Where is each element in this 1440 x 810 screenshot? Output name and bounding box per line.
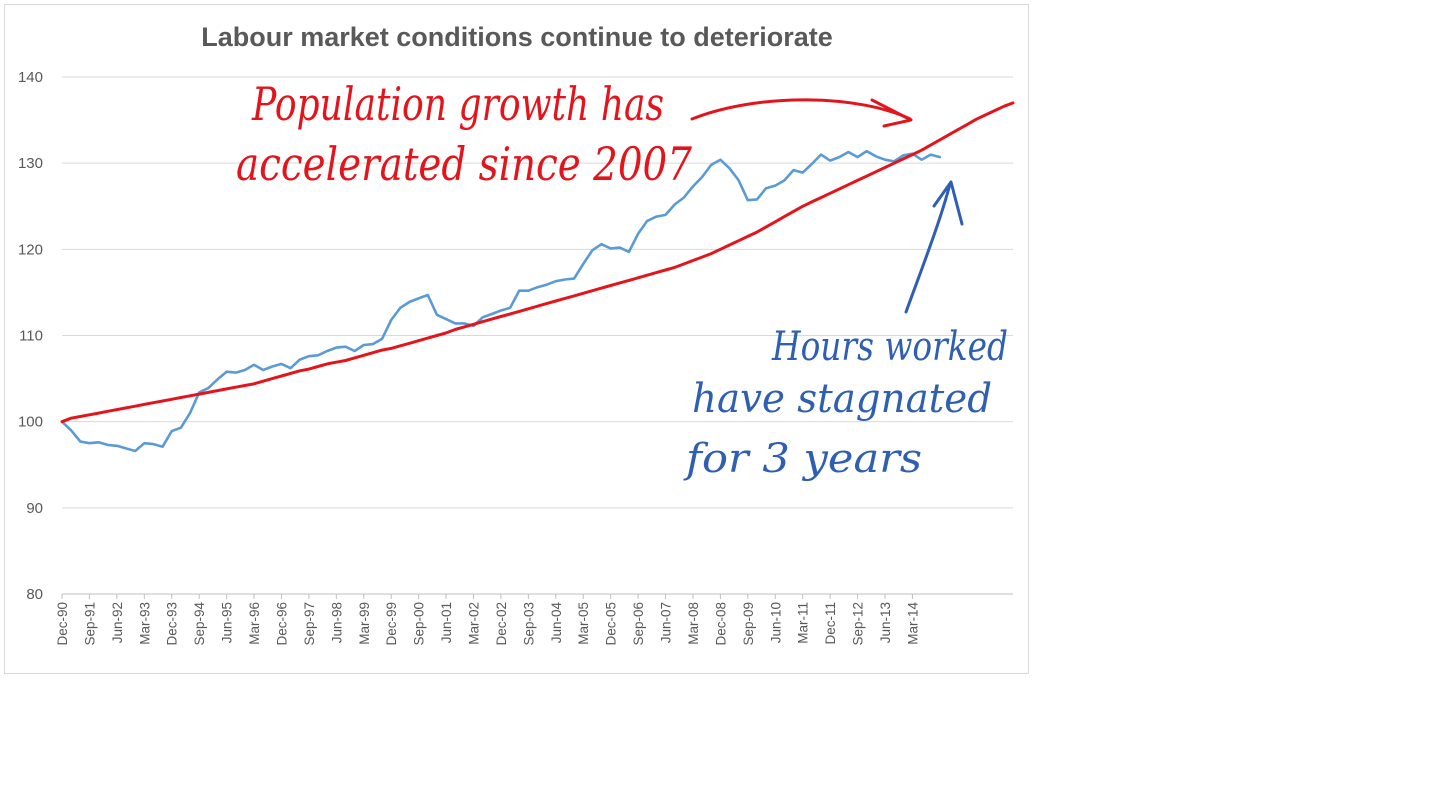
x-tick-label: Sep-97 <box>302 602 317 646</box>
x-tick-label: Jun-13 <box>878 602 893 643</box>
x-tick-label: Sep-12 <box>851 602 866 646</box>
x-tick-label: Dec-96 <box>274 602 289 646</box>
x-tick-label: Mar-02 <box>466 602 481 645</box>
x-tick-label: Dec-93 <box>165 602 180 646</box>
x-tick-label: Jun-92 <box>110 602 125 643</box>
hours-arrowhead-icon <box>932 180 964 226</box>
x-tick-label: Mar-99 <box>357 602 372 645</box>
x-tick-label: Mar-96 <box>247 602 262 645</box>
population-note-line1: Population growth has <box>251 77 664 131</box>
y-tick-label: 100 <box>18 414 43 431</box>
hours-note-line2: have stagnated <box>692 376 992 422</box>
population-note-line2: accelerated since 2007 <box>236 137 693 191</box>
y-tick-label: 140 <box>18 69 43 86</box>
x-tick-label: Sep-00 <box>412 602 427 646</box>
x-tick-label: Mar-93 <box>137 602 152 645</box>
hours-worked-series-line <box>60 149 942 453</box>
chart-title: Labour market conditions continue to det… <box>201 22 833 52</box>
population-series-line <box>60 101 1015 424</box>
x-tick-label: Jun-10 <box>768 602 783 643</box>
hours-arrow-icon <box>904 182 952 314</box>
x-tick-label: Dec-99 <box>384 602 399 646</box>
series-lines <box>60 101 1015 453</box>
y-axis-ticks: 80 90 100 110 120 130 140 <box>18 69 43 603</box>
x-axis-ticks: Dec-90 Sep-91 Jun-92 Mar-93 Dec-93 Sep-94 Jun-… <box>55 594 920 646</box>
x-tick-label: Jun-95 <box>220 602 235 643</box>
x-tick-label: Jun-98 <box>329 602 344 643</box>
x-tick-label: Sep-09 <box>741 602 756 646</box>
gridlines <box>62 76 1013 595</box>
x-tick-label: Dec-05 <box>604 602 619 646</box>
x-tick-label: Dec-08 <box>713 602 728 646</box>
x-tick-label: Jun-07 <box>659 602 674 643</box>
x-tick-label: Mar-14 <box>905 602 920 645</box>
y-tick-label: 130 <box>18 155 43 172</box>
population-arrowhead-icon <box>870 98 913 128</box>
x-tick-label: Mar-11 <box>796 602 811 644</box>
y-tick-label: 90 <box>26 500 43 517</box>
x-tick-label: Jun-04 <box>549 602 564 644</box>
y-tick-label: 110 <box>19 328 43 345</box>
y-tick-label: 120 <box>18 241 43 258</box>
x-tick-label: Mar-08 <box>686 602 701 645</box>
chart-frame <box>4 4 1029 674</box>
x-tick-label: Jun-01 <box>439 602 454 643</box>
hours-note-line3: for 3 years <box>683 436 922 482</box>
x-tick-label: Dec-02 <box>494 602 509 646</box>
population-arrow-icon <box>690 98 912 121</box>
x-tick-label: Sep-91 <box>82 602 97 646</box>
x-tick-label: Sep-03 <box>521 602 536 646</box>
x-tick-label: Dec-90 <box>55 602 70 646</box>
hours-note-line1: Hours worked <box>771 324 1008 370</box>
x-tick-label: Mar-05 <box>576 602 591 645</box>
x-tick-label: Sep-06 <box>631 602 646 646</box>
y-tick-label: 80 <box>26 586 43 603</box>
x-tick-label: Sep-94 <box>192 602 207 646</box>
x-tick-label: Dec-11 <box>823 602 838 645</box>
